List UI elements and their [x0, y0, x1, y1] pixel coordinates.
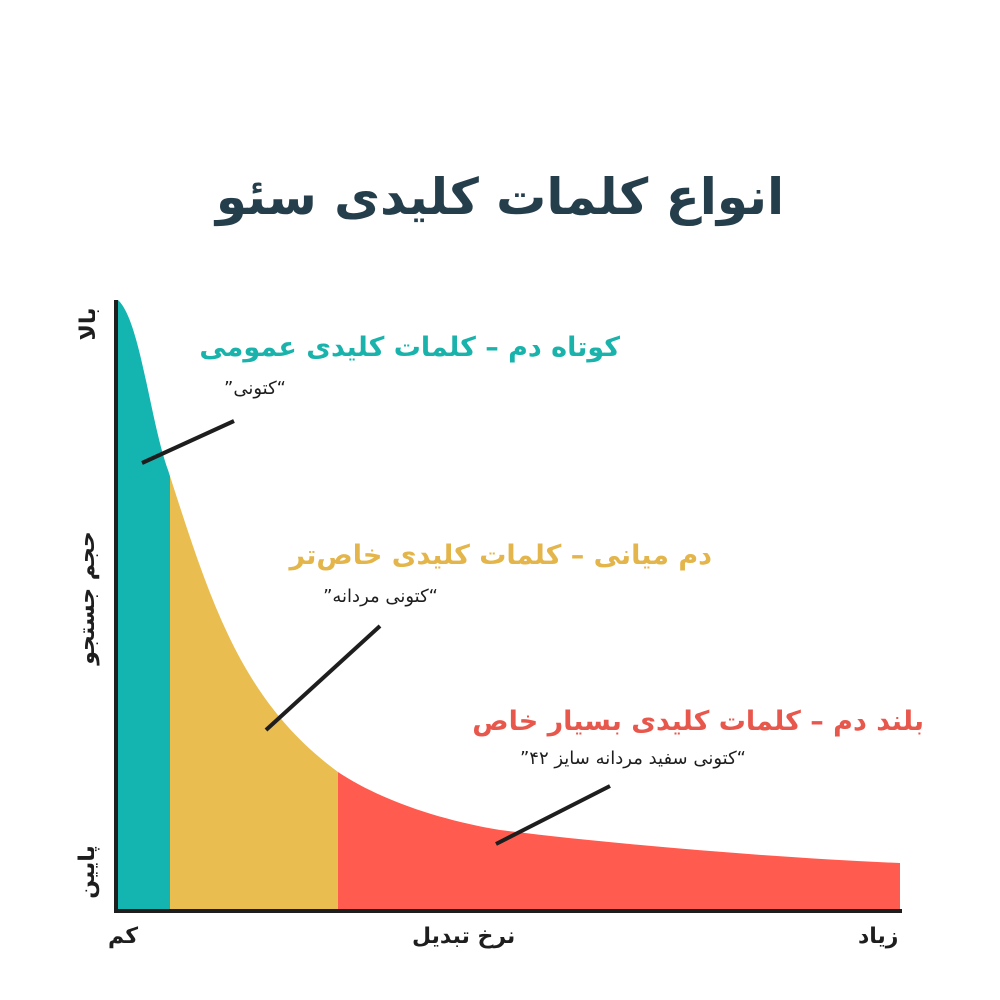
- page-title: انواع کلمات کلیدی سئو: [215, 168, 785, 226]
- long-tail-title: بلند دم – کلمات کلیدی بسیار خاص: [472, 706, 924, 737]
- short-tail-pointer: [141, 419, 235, 465]
- short-tail-area: [118, 300, 170, 910]
- y-axis-high-label: بالا: [76, 307, 101, 341]
- x-axis-title: نرخ تبدیل: [412, 924, 516, 949]
- long-tail-example: “کتونی سفید مردانه سایز ۴۲”: [519, 748, 746, 769]
- mid-tail-pointer: [264, 624, 382, 732]
- y-axis-title: حجم جستجو: [75, 531, 100, 665]
- long-tail-pointer: [495, 784, 611, 846]
- short-tail-example: “کتونی”: [224, 378, 286, 399]
- y-axis-low-label: پایین: [75, 845, 100, 899]
- mid-tail-title: دم میانی – کلمات کلیدی خاص‌تر: [289, 540, 712, 571]
- x-axis-low-label: کم: [108, 924, 139, 949]
- x-axis-high-label: زیاد: [858, 924, 899, 949]
- mid-tail-example: “کتونی مردانه”: [323, 586, 438, 607]
- short-tail-title: کوتاه دم – کلمات کلیدی عمومی: [199, 332, 620, 363]
